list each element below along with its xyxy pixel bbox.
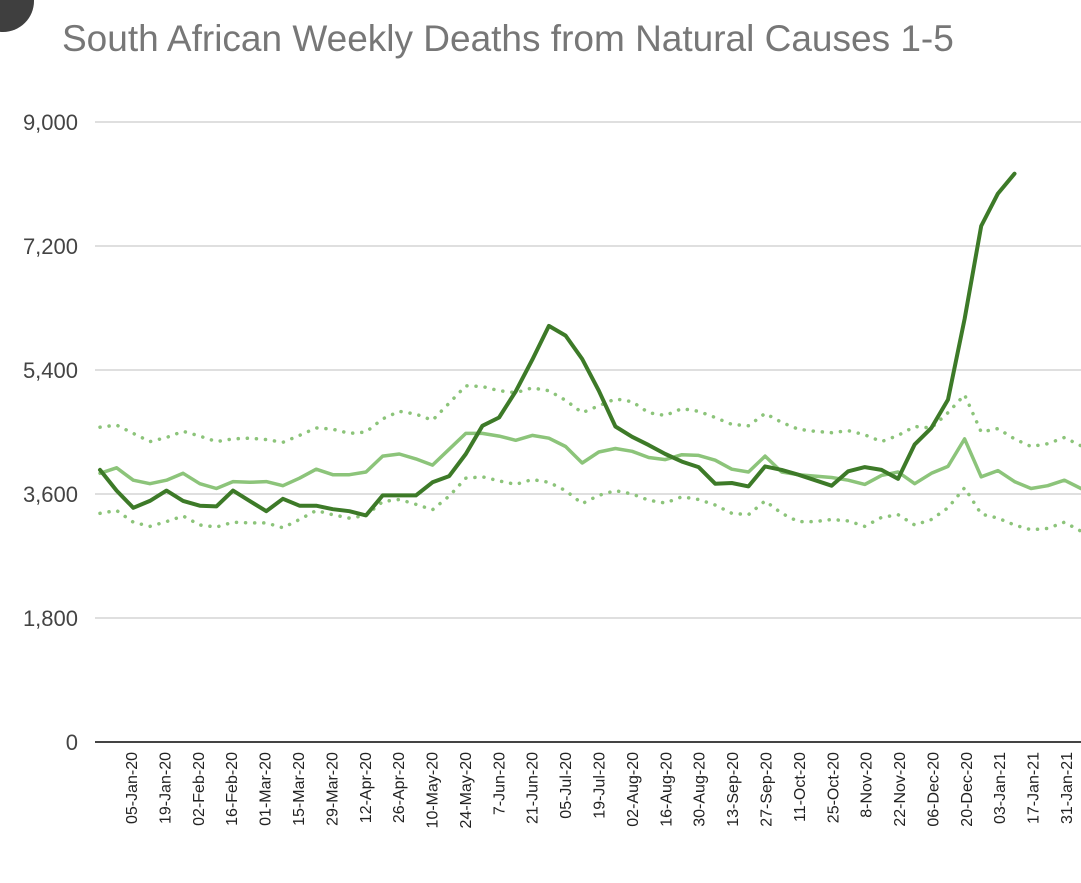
x-tick-label: 19-Jan-20 bbox=[157, 752, 174, 824]
series-line-actual-weekly-deaths bbox=[98, 171, 1017, 518]
x-tick-label: 24-May-20 bbox=[458, 752, 475, 829]
x-tick-label: 30-Aug-20 bbox=[692, 752, 709, 827]
x-tick-label: 20-Dec-20 bbox=[959, 752, 976, 827]
x-axis-tick-labels: 05-Jan-20 19-Jan-20 02-Feb-20 16-Feb-20 01-M… bbox=[124, 752, 1076, 829]
x-tick-label: 02-Feb-20 bbox=[191, 752, 208, 826]
x-tick-label: 06-Dec-20 bbox=[925, 752, 942, 827]
x-tick-label: 05-Jan-20 bbox=[124, 752, 141, 824]
x-tick-label: 29-Mar-20 bbox=[324, 752, 341, 826]
series-line-upper-bound bbox=[98, 384, 1081, 449]
x-tick-label: 05-Jul-20 bbox=[558, 752, 575, 819]
x-tick-label: 15-Mar-20 bbox=[291, 752, 308, 826]
x-tick-label: 25-Oct-20 bbox=[825, 752, 842, 823]
x-tick-label: 7-Jun-20 bbox=[491, 752, 508, 815]
x-tick-label: 16-Feb-20 bbox=[224, 752, 241, 826]
y-tick-label: 5,400 bbox=[23, 358, 78, 383]
series-line-lower-bound bbox=[98, 475, 1081, 533]
x-tick-label: 12-Apr-20 bbox=[358, 752, 375, 823]
y-axis-tick-labels: 0 1,800 3,600 5,400 7,200 9,000 bbox=[23, 110, 78, 755]
x-tick-label: 22-Nov-20 bbox=[892, 752, 909, 827]
x-tick-label: 26-Apr-20 bbox=[391, 752, 408, 823]
x-tick-label: 27-Sep-20 bbox=[759, 752, 776, 827]
x-tick-label: 16-Aug-20 bbox=[658, 752, 675, 827]
x-tick-label: 17-Jan-21 bbox=[1026, 752, 1043, 824]
y-tick-label: 3,600 bbox=[23, 482, 78, 507]
x-tick-label: 13-Sep-20 bbox=[725, 752, 742, 827]
x-tick-label: 03-Jan-21 bbox=[992, 752, 1009, 824]
y-tick-label: 7,200 bbox=[23, 234, 78, 259]
x-tick-label: 31-Jan-21 bbox=[1059, 752, 1076, 824]
y-tick-label: 0 bbox=[66, 730, 78, 755]
x-tick-label: 11-Oct-20 bbox=[792, 752, 809, 822]
series-line-predicted-weekly-deaths bbox=[98, 431, 1081, 491]
y-tick-label: 9,000 bbox=[23, 110, 78, 135]
series-lines bbox=[98, 171, 1081, 533]
chart-title: South African Weekly Deaths from Natural… bbox=[62, 18, 954, 59]
x-tick-label: 02-Aug-20 bbox=[625, 752, 642, 827]
y-tick-label: 1,800 bbox=[23, 606, 78, 631]
x-tick-label: 01-Mar-20 bbox=[258, 752, 275, 826]
x-tick-label: 19-Jul-20 bbox=[592, 752, 609, 819]
x-tick-label: 21-Jun-20 bbox=[525, 752, 542, 824]
x-tick-label: 10-May-20 bbox=[425, 752, 442, 829]
x-tick-label: 8-Nov-20 bbox=[859, 752, 876, 818]
